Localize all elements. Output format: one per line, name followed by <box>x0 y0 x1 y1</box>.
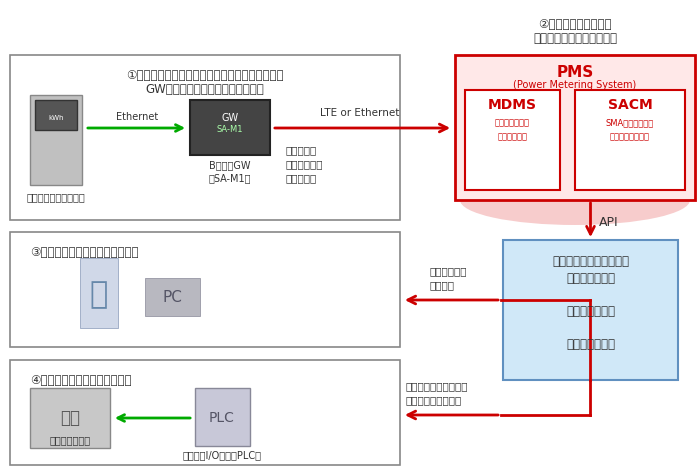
Text: データ送信
・収集データ
・指定結果: データ送信 ・収集データ ・指定結果 <box>285 145 323 183</box>
FancyBboxPatch shape <box>30 95 82 185</box>
Text: デマンド通知
・メール: デマンド通知 ・メール <box>430 266 468 290</box>
Text: (Power Metering System): (Power Metering System) <box>513 80 636 90</box>
Text: MDMS: MDMS <box>488 98 537 112</box>
FancyBboxPatch shape <box>35 100 77 130</box>
Text: PC: PC <box>162 291 182 306</box>
Text: ①高圧スマートメーターブルートでデータを収集: ①高圧スマートメーターブルートでデータを収集 <box>126 69 284 82</box>
FancyBboxPatch shape <box>145 278 200 316</box>
Text: PMS: PMS <box>556 65 594 80</box>
Text: 高圧小口需要家: 高圧小口需要家 <box>566 338 615 351</box>
Text: SACM: SACM <box>608 98 652 112</box>
FancyBboxPatch shape <box>575 90 685 190</box>
Text: デマンドコントロール
・コントロール信号: デマンドコントロール ・コントロール信号 <box>405 381 468 405</box>
FancyBboxPatch shape <box>30 388 110 448</box>
Text: メーターデータ: メーターデータ <box>495 118 530 127</box>
Text: BルートGW
「SA-M1」: BルートGW 「SA-M1」 <box>209 160 251 183</box>
FancyBboxPatch shape <box>455 55 695 200</box>
FancyBboxPatch shape <box>10 232 400 347</box>
Text: 集中管理システム: 集中管理システム <box>610 132 650 141</box>
Text: エネルギーマネジメント: エネルギーマネジメント <box>552 255 629 268</box>
FancyBboxPatch shape <box>10 360 400 465</box>
FancyBboxPatch shape <box>465 90 560 190</box>
FancyBboxPatch shape <box>503 240 678 380</box>
Text: GW機器で使用電力量を推定・監視: GW機器で使用電力量を推定・監視 <box>146 83 265 96</box>
Text: 人: 人 <box>90 281 108 310</box>
FancyBboxPatch shape <box>10 55 400 220</box>
Text: SMA認証取得端末: SMA認証取得端末 <box>606 118 654 127</box>
Text: ③デマンド通知に伴うアクション: ③デマンド通知に伴うアクション <box>30 246 139 259</box>
Text: PLC: PLC <box>209 411 235 425</box>
FancyBboxPatch shape <box>80 258 118 328</box>
Text: 空調機室外機等: 空調機室外機等 <box>50 435 90 445</box>
Text: リモートI/O装置、PLC等: リモートI/O装置、PLC等 <box>183 450 262 460</box>
Text: サービス事業者: サービス事業者 <box>566 272 615 285</box>
Text: 空調: 空調 <box>60 409 80 427</box>
Text: ②収集データ見える化: ②収集データ見える化 <box>538 18 612 31</box>
FancyBboxPatch shape <box>190 100 270 155</box>
Text: Ethernet: Ethernet <box>116 112 158 122</box>
FancyBboxPatch shape <box>195 388 250 446</box>
Text: 小売電気事業者: 小売電気事業者 <box>566 305 615 318</box>
Text: SA-M1: SA-M1 <box>217 126 244 135</box>
Text: 管理システム: 管理システム <box>498 132 528 141</box>
Text: GW: GW <box>221 113 239 123</box>
Ellipse shape <box>460 175 690 225</box>
Text: kWh: kWh <box>48 115 64 121</box>
Text: API: API <box>598 216 618 228</box>
Text: LTE or Ethernet: LTE or Ethernet <box>321 108 400 118</box>
Text: ④デマンド通知に伴う自動制御: ④デマンド通知に伴う自動制御 <box>30 374 132 387</box>
Text: 高圧スマートメーター: 高圧スマートメーター <box>27 192 85 202</box>
Text: 機器管理およびデータ管理: 機器管理およびデータ管理 <box>533 32 617 45</box>
